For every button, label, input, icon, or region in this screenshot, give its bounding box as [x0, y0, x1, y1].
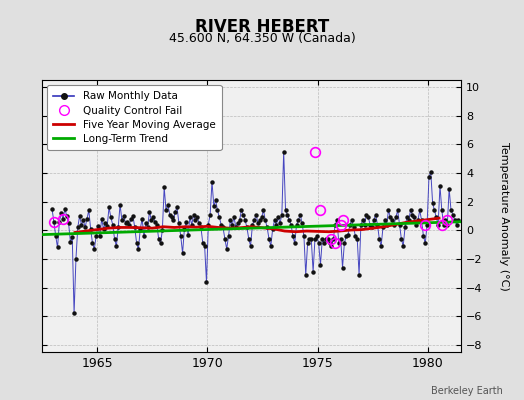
Y-axis label: Temperature Anomaly (°C): Temperature Anomaly (°C) — [499, 142, 509, 290]
Legend: Raw Monthly Data, Quality Control Fail, Five Year Moving Average, Long-Term Tren: Raw Monthly Data, Quality Control Fail, … — [47, 85, 222, 150]
Text: RIVER HEBERT: RIVER HEBERT — [195, 18, 329, 36]
Text: 45.600 N, 64.350 W (Canada): 45.600 N, 64.350 W (Canada) — [169, 32, 355, 45]
Text: Berkeley Earth: Berkeley Earth — [431, 386, 503, 396]
